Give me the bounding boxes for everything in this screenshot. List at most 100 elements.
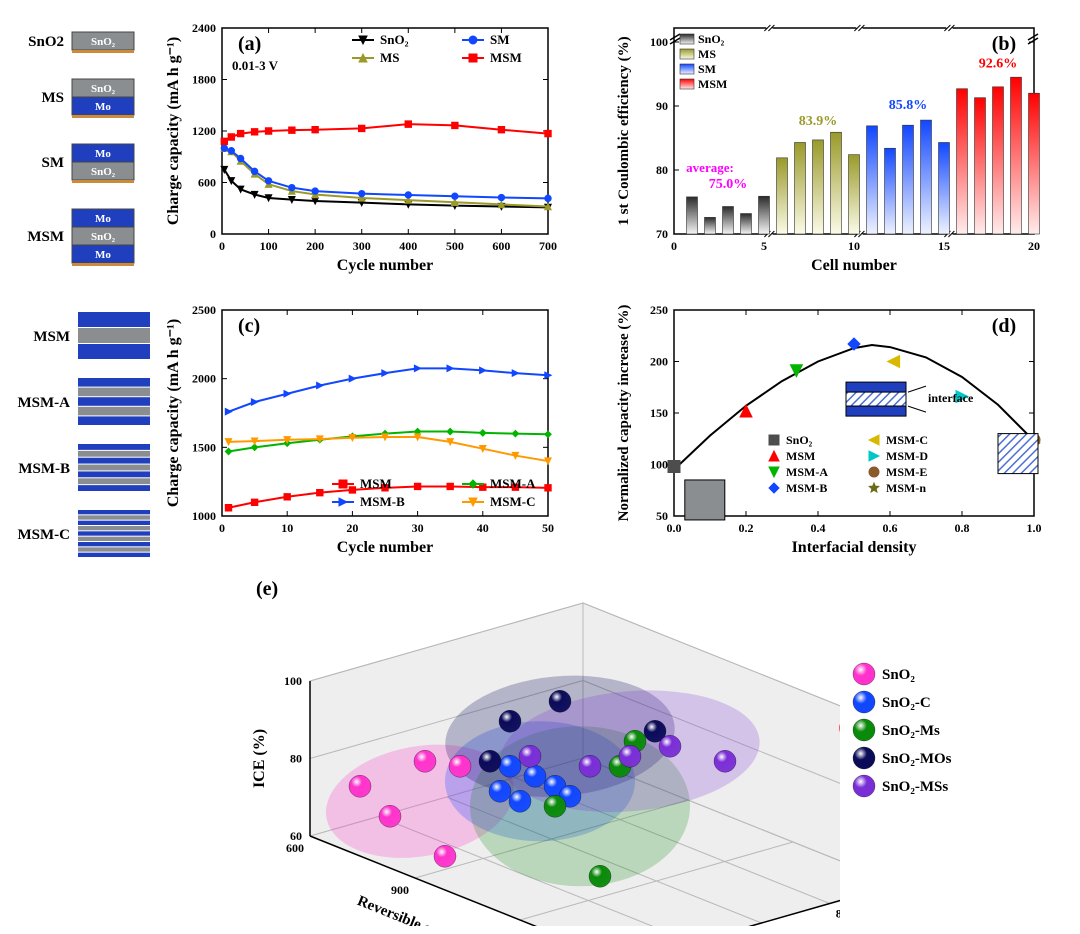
svg-text:Cycle number: Cycle number — [337, 257, 433, 274]
svg-text:2400: 2400 — [192, 21, 216, 35]
svg-text:0.01-3 V: 0.01-3 V — [232, 58, 279, 73]
svg-text:SnO₂-MOs: SnO₂-MOs — [882, 751, 952, 767]
svg-text:Normalized capacity increase (: Normalized capacity increase (%) — [616, 305, 632, 522]
svg-text:Mo: Mo — [95, 249, 111, 261]
svg-text:200: 200 — [650, 355, 668, 369]
schematics-c: MSMMSM-AMSM-BMSM-C — [6, 308, 156, 568]
svg-text:MS: MS — [42, 90, 65, 106]
svg-text:100: 100 — [260, 239, 278, 253]
svg-text:MS: MS — [698, 47, 716, 61]
svg-text:700: 700 — [539, 239, 557, 253]
svg-text:MSM-E: MSM-E — [886, 465, 927, 479]
svg-text:100: 100 — [650, 35, 668, 49]
svg-text:1000: 1000 — [192, 509, 216, 523]
svg-text:250: 250 — [650, 303, 668, 317]
svg-text:0: 0 — [219, 239, 225, 253]
svg-text:0: 0 — [210, 227, 216, 241]
svg-text:MSM: MSM — [360, 476, 392, 491]
svg-text:SnO₂: SnO₂ — [91, 166, 116, 178]
panel-e-legend: SnO₂ SnO₂-C SnO₂-Ms SnO₂-MOs SnO₂-MSs — [850, 660, 1060, 840]
svg-text:Charge capacity (mA h g⁻¹): Charge capacity (mA h g⁻¹) — [165, 319, 182, 507]
svg-text:MSM-A: MSM-A — [490, 476, 536, 491]
panel-b-svg: 05101520708090100Cell number1 st Coulomb… — [608, 18, 1048, 278]
svg-text:80: 80 — [290, 752, 302, 766]
svg-text:MSM: MSM — [33, 329, 70, 345]
svg-text:Cell number: Cell number — [811, 257, 897, 274]
svg-text:SnO2: SnO2 — [28, 34, 64, 50]
svg-text:90: 90 — [656, 99, 668, 113]
svg-text:1.0: 1.0 — [1027, 521, 1042, 535]
svg-text:MSM-C: MSM-C — [886, 433, 928, 447]
schematics-a: SnO2 SnO₂ MS SnO₂ Mo SM Mo SnO₂ MSM Mo SnO₂ Mo — [6, 28, 156, 288]
svg-text:1200: 1200 — [192, 124, 216, 138]
svg-text:40: 40 — [477, 521, 489, 535]
svg-text:0.0: 0.0 — [667, 521, 682, 535]
svg-text:SM: SM — [42, 155, 65, 171]
svg-text:0.8: 0.8 — [955, 521, 970, 535]
svg-text:(d): (d) — [992, 315, 1016, 337]
svg-text:0.4: 0.4 — [811, 521, 826, 535]
svg-text:75.0%: 75.0% — [709, 177, 748, 192]
svg-text:MSM-C: MSM-C — [490, 494, 536, 509]
svg-text:Charge capacity (mA h g⁻¹): Charge capacity (mA h g⁻¹) — [165, 37, 182, 225]
svg-text:SnO₂-C: SnO₂-C — [882, 695, 931, 711]
svg-text:MSM-A: MSM-A — [18, 395, 71, 411]
svg-text:(a): (a) — [238, 33, 261, 55]
svg-text:Interfacial density: Interfacial density — [792, 539, 917, 556]
svg-text:SM: SM — [490, 32, 510, 47]
svg-text:5: 5 — [761, 239, 767, 253]
svg-text:0.6: 0.6 — [883, 521, 898, 535]
svg-text:0: 0 — [219, 521, 225, 535]
panel-d-svg: 0.00.20.40.60.81.050100150200250Interfac… — [608, 300, 1048, 560]
svg-text:MSM-n: MSM-n — [886, 481, 926, 495]
svg-text:30: 30 — [412, 521, 424, 535]
svg-text:average:: average: — [686, 160, 734, 175]
svg-text:MSM-D: MSM-D — [886, 449, 928, 463]
svg-text:20: 20 — [346, 521, 358, 535]
svg-text:SnO₂: SnO₂ — [380, 32, 409, 47]
svg-text:SnO₂-MSs: SnO₂-MSs — [882, 779, 948, 795]
svg-text:SnO₂: SnO₂ — [698, 32, 725, 46]
svg-text:SM: SM — [698, 62, 716, 76]
svg-text:Mo: Mo — [95, 101, 111, 113]
svg-text:interface: interface — [928, 391, 974, 405]
svg-text:92.6%: 92.6% — [979, 57, 1018, 72]
svg-text:SnO₂: SnO₂ — [91, 231, 116, 243]
figure-page: SnO2SnO₂MSSnO₂MoSMMoSnO₂MSMMoSnO₂Mo 0100… — [0, 0, 1080, 934]
svg-text:Mo: Mo — [95, 213, 111, 225]
svg-text:100: 100 — [650, 458, 668, 472]
svg-text:(c): (c) — [238, 315, 260, 337]
svg-text:300: 300 — [353, 239, 371, 253]
svg-text:600: 600 — [492, 239, 510, 253]
svg-text:Mo: Mo — [95, 148, 111, 160]
svg-text:MSM-B: MSM-B — [786, 481, 827, 495]
svg-text:85.8%: 85.8% — [889, 98, 928, 113]
svg-text:10: 10 — [281, 521, 293, 535]
svg-text:SnO₂-Ms: SnO₂-Ms — [882, 723, 940, 739]
svg-text:2500: 2500 — [192, 303, 216, 317]
svg-text:1200: 1200 — [490, 925, 514, 926]
svg-text:MSM-A: MSM-A — [786, 465, 828, 479]
svg-text:MSM: MSM — [698, 77, 727, 91]
svg-text:400: 400 — [399, 239, 417, 253]
svg-text:600: 600 — [198, 176, 216, 190]
panel-e-svg: 60801006009001200150020406080100ICE (%)R… — [140, 586, 840, 926]
svg-text:600: 600 — [286, 841, 304, 855]
svg-text:ICE (%): ICE (%) — [251, 729, 268, 788]
svg-text:MSM-B: MSM-B — [18, 461, 70, 477]
svg-text:200: 200 — [306, 239, 324, 253]
svg-text:MSM: MSM — [27, 229, 64, 245]
svg-text:SnO₂: SnO₂ — [91, 83, 116, 95]
svg-text:500: 500 — [446, 239, 464, 253]
svg-text:100: 100 — [284, 674, 302, 688]
svg-text:SnO₂: SnO₂ — [91, 36, 116, 48]
svg-text:50: 50 — [656, 509, 668, 523]
svg-text:MSM: MSM — [786, 449, 815, 463]
svg-text:0: 0 — [671, 239, 677, 253]
svg-text:70: 70 — [656, 227, 668, 241]
svg-text:50: 50 — [542, 521, 554, 535]
svg-text:80: 80 — [836, 907, 840, 921]
svg-text:SnO₂: SnO₂ — [882, 667, 915, 683]
svg-text:1800: 1800 — [192, 73, 216, 87]
svg-text:MSM-B: MSM-B — [360, 494, 405, 509]
